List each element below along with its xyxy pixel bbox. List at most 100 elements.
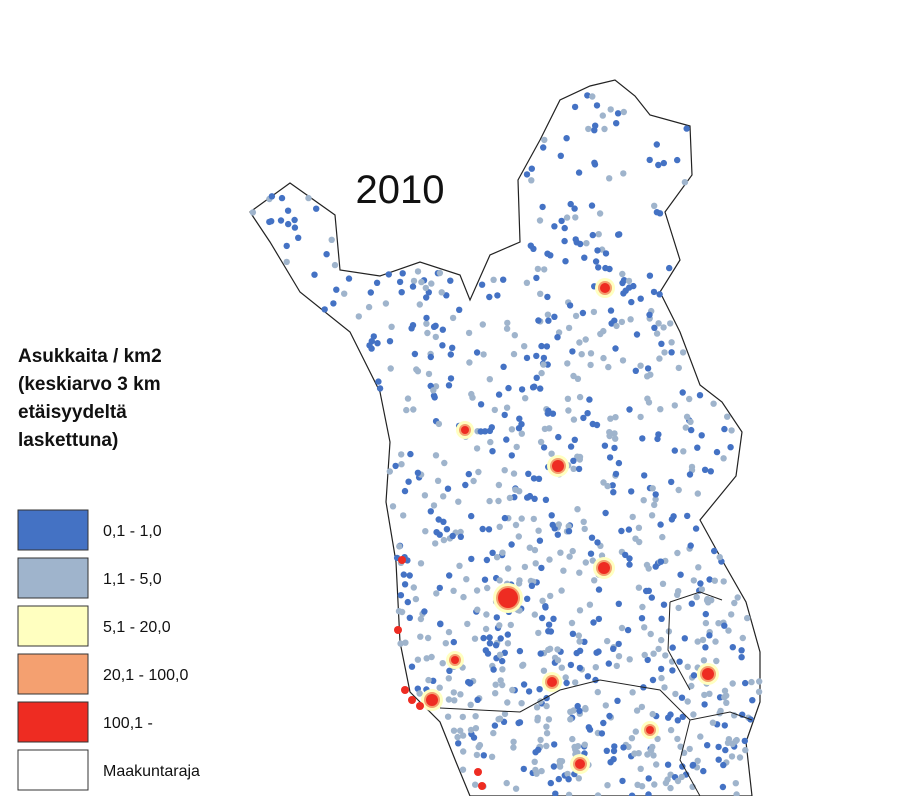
density-dot xyxy=(468,512,475,520)
density-dot xyxy=(483,611,490,618)
density-dot xyxy=(561,224,568,232)
density-dot xyxy=(355,313,362,320)
density-dot xyxy=(591,159,598,166)
density-dot xyxy=(531,383,538,390)
density-dot xyxy=(627,316,634,323)
density-dot xyxy=(600,479,607,486)
density-dot xyxy=(728,427,735,434)
density-dot xyxy=(414,656,422,663)
density-dot xyxy=(571,103,579,111)
density-dot xyxy=(638,615,646,622)
density-dot xyxy=(653,330,661,337)
density-dot xyxy=(266,218,273,226)
density-dot xyxy=(499,549,506,556)
density-dot xyxy=(536,537,544,544)
density-dot xyxy=(367,289,374,296)
density-dot xyxy=(492,681,499,688)
density-dot xyxy=(588,202,596,209)
density-dot xyxy=(680,448,687,455)
density-dot xyxy=(655,161,662,169)
density-dot xyxy=(510,470,518,477)
density-dot xyxy=(676,658,683,665)
density-dot xyxy=(479,321,486,328)
density-dot xyxy=(631,750,638,757)
density-dot xyxy=(709,719,717,726)
density-dot xyxy=(611,430,618,437)
density-dot xyxy=(430,502,438,509)
density-dot xyxy=(345,275,353,282)
density-dot xyxy=(595,231,602,238)
density-dot xyxy=(554,531,561,538)
density-dot xyxy=(449,532,456,540)
density-dot xyxy=(651,781,658,788)
density-dot xyxy=(398,451,405,458)
density-dot xyxy=(629,689,636,696)
density-dot xyxy=(545,621,553,628)
density-dot xyxy=(651,202,658,209)
density-dot xyxy=(606,265,613,273)
density-dot xyxy=(504,565,512,572)
coast-hotspot xyxy=(401,686,409,694)
density-dot xyxy=(385,271,392,278)
density-dot xyxy=(667,320,674,327)
density-dot xyxy=(368,338,375,345)
density-dot xyxy=(572,312,580,320)
density-dot xyxy=(423,655,430,662)
density-dot xyxy=(722,746,729,754)
density-dot xyxy=(446,667,453,674)
density-dot xyxy=(615,600,622,607)
density-dot xyxy=(475,468,482,476)
density-dot xyxy=(473,349,481,356)
density-dot xyxy=(619,270,626,278)
density-dot xyxy=(598,730,606,737)
density-dot xyxy=(459,732,467,739)
density-dot xyxy=(657,558,665,565)
density-dot xyxy=(515,580,523,587)
density-dot xyxy=(533,770,540,777)
density-dot xyxy=(500,363,507,370)
density-dot xyxy=(528,582,536,589)
density-dot xyxy=(428,280,435,287)
density-dot xyxy=(593,421,601,429)
density-dot xyxy=(414,368,422,375)
density-dot xyxy=(410,584,417,591)
density-dot xyxy=(572,236,579,243)
density-dot xyxy=(387,365,394,372)
density-dot xyxy=(733,736,740,744)
density-dot xyxy=(694,638,701,645)
density-dot xyxy=(508,452,515,459)
density-dot xyxy=(548,512,555,519)
density-dot xyxy=(715,620,722,627)
density-dot xyxy=(268,193,276,200)
density-dot xyxy=(576,569,583,576)
coast-hotspot xyxy=(408,696,416,704)
density-dot xyxy=(609,482,616,489)
density-dot xyxy=(656,210,664,217)
legend-title: Asukkaita / km2 xyxy=(18,346,162,367)
density-dot xyxy=(594,539,601,546)
density-dot xyxy=(678,773,685,781)
density-dot xyxy=(535,527,542,534)
density-dot xyxy=(447,375,455,382)
density-dot xyxy=(695,564,702,571)
density-dot xyxy=(658,340,665,347)
density-dot xyxy=(679,389,686,396)
density-dot xyxy=(445,675,452,682)
density-dot xyxy=(650,650,657,657)
density-dot xyxy=(672,690,679,698)
density-dot xyxy=(414,685,421,692)
density-dot xyxy=(577,240,584,248)
density-dot xyxy=(398,289,405,296)
density-dot xyxy=(682,424,689,431)
density-dot xyxy=(405,478,412,485)
density-dot xyxy=(576,456,583,463)
density-dot xyxy=(450,587,457,594)
density-dot xyxy=(584,410,591,417)
density-dot xyxy=(542,604,549,611)
density-dot xyxy=(544,311,552,318)
density-dot xyxy=(649,676,657,684)
density-dot xyxy=(675,364,682,372)
density-dot xyxy=(516,415,523,422)
density-dot xyxy=(480,752,487,759)
density-dot xyxy=(582,559,589,566)
